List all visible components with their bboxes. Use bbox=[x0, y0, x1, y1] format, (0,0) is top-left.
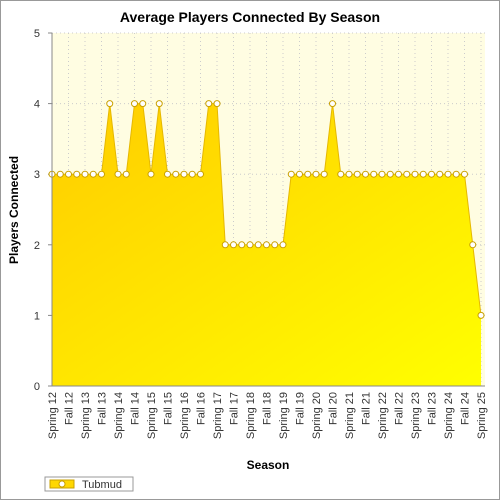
x-tick-label: Fall 19 bbox=[295, 392, 307, 425]
marker bbox=[114, 170, 122, 178]
marker bbox=[312, 170, 320, 178]
chart-title: Average Players Connected By Season bbox=[120, 9, 380, 25]
marker bbox=[370, 170, 378, 178]
marker bbox=[296, 170, 303, 178]
marker bbox=[353, 170, 361, 178]
marker bbox=[419, 170, 427, 178]
x-tick-label: Spring 13 bbox=[80, 392, 92, 439]
marker bbox=[122, 170, 130, 178]
x-tick-label: Fall 14 bbox=[130, 392, 142, 425]
y-tick-label: 1 bbox=[34, 310, 40, 322]
marker bbox=[188, 170, 196, 178]
marker bbox=[65, 170, 72, 178]
legend-marker bbox=[58, 480, 66, 488]
marker bbox=[238, 241, 246, 249]
x-tick-label: Spring 22 bbox=[377, 392, 389, 439]
x-tick-label: Spring 21 bbox=[344, 392, 356, 439]
marker bbox=[411, 170, 419, 178]
marker bbox=[230, 241, 237, 249]
y-axis-label: Players Connected bbox=[7, 156, 21, 264]
x-tick-label: Spring 12 bbox=[47, 392, 59, 439]
x-tick-label: Fall 16 bbox=[196, 392, 208, 425]
marker bbox=[428, 170, 435, 178]
marker bbox=[213, 100, 221, 108]
marker bbox=[362, 170, 369, 178]
marker bbox=[320, 170, 328, 178]
y-tick-label: 0 bbox=[34, 381, 40, 393]
marker bbox=[477, 311, 485, 319]
marker bbox=[56, 170, 64, 178]
x-tick-label: Fall 18 bbox=[262, 392, 274, 425]
marker bbox=[89, 170, 97, 178]
y-tick-label: 4 bbox=[34, 99, 40, 111]
marker bbox=[461, 170, 468, 178]
x-tick-label: Fall 12 bbox=[64, 392, 76, 425]
marker bbox=[263, 241, 270, 249]
x-tick-label: Spring 20 bbox=[311, 392, 323, 439]
marker bbox=[444, 170, 452, 178]
marker bbox=[73, 170, 81, 178]
marker bbox=[403, 170, 411, 178]
marker bbox=[139, 100, 147, 108]
marker bbox=[345, 170, 353, 178]
marker bbox=[131, 100, 138, 108]
x-tick-label: Fall 21 bbox=[361, 392, 373, 425]
x-tick-label: Fall 17 bbox=[229, 392, 241, 425]
marker bbox=[147, 170, 155, 178]
marker bbox=[180, 170, 188, 178]
x-tick-label: Fall 24 bbox=[460, 392, 472, 425]
x-tick-label: Spring 23 bbox=[410, 392, 422, 439]
marker bbox=[221, 241, 229, 249]
x-tick-label: Spring 25 bbox=[476, 392, 488, 439]
x-tick-label: Spring 14 bbox=[113, 392, 125, 439]
marker bbox=[386, 170, 394, 178]
marker bbox=[81, 170, 89, 178]
x-tick-label: Spring 18 bbox=[245, 392, 257, 439]
marker bbox=[205, 100, 213, 108]
x-tick-label: Spring 24 bbox=[443, 392, 455, 439]
marker bbox=[304, 170, 312, 178]
x-tick-label: Spring 17 bbox=[212, 392, 224, 439]
marker bbox=[98, 170, 105, 178]
x-tick-label: Fall 22 bbox=[394, 392, 406, 425]
marker bbox=[164, 170, 171, 178]
marker bbox=[436, 170, 444, 178]
x-tick-label: Spring 16 bbox=[179, 392, 191, 439]
legend-label: Tubmud bbox=[82, 479, 122, 491]
marker bbox=[452, 170, 460, 178]
marker bbox=[279, 241, 287, 249]
marker bbox=[254, 241, 262, 249]
marker bbox=[469, 241, 477, 249]
x-tick-label: Fall 23 bbox=[427, 392, 439, 425]
marker bbox=[337, 170, 345, 178]
marker bbox=[287, 170, 295, 178]
marker bbox=[378, 170, 386, 178]
marker bbox=[106, 100, 114, 108]
x-tick-label: Spring 15 bbox=[146, 392, 158, 439]
marker bbox=[155, 100, 163, 108]
x-tick-label: Fall 13 bbox=[97, 392, 109, 425]
marker bbox=[271, 241, 279, 249]
x-axis-label: Season bbox=[247, 458, 290, 472]
marker bbox=[246, 241, 254, 249]
y-tick-label: 5 bbox=[34, 28, 40, 40]
marker bbox=[197, 170, 204, 178]
x-tick-label: Fall 20 bbox=[328, 392, 340, 425]
marker bbox=[329, 100, 336, 108]
x-tick-label: Spring 19 bbox=[278, 392, 290, 439]
y-tick-label: 2 bbox=[34, 240, 40, 252]
y-tick-label: 3 bbox=[34, 169, 40, 181]
marker bbox=[172, 170, 180, 178]
x-tick-label: Fall 15 bbox=[163, 392, 175, 425]
marker bbox=[395, 170, 402, 178]
